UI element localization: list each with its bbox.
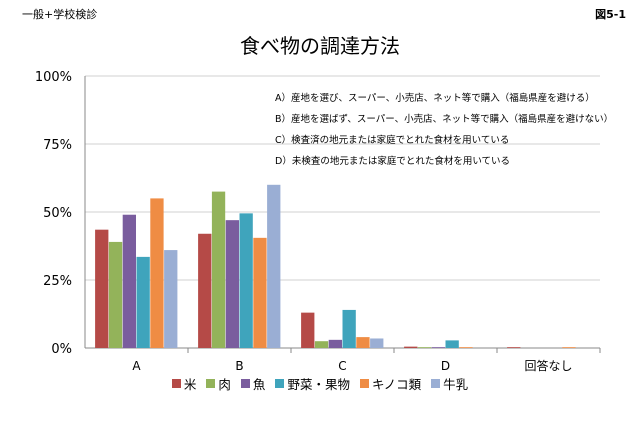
legend: 米 肉 魚 野菜・果物 キノコ類 牛乳 [0,374,640,393]
figure-number: 図5-1 [595,8,626,21]
category-notes: A）産地を選び、スーパー、小売店、ネット等で購入（福島県産を避ける） B）産地を… [275,88,613,172]
bar [267,184,281,348]
bar [301,312,315,348]
legend-label-meat: 肉 [218,377,231,392]
x-tick-label: D [441,359,450,373]
legend-label-milk: 牛乳 [443,377,469,392]
legend-label-fish: 魚 [252,377,266,392]
bar [370,338,384,348]
header-left: 一般+学校検診 [22,8,98,21]
y-tick-label: 75% [43,138,72,153]
bar [314,341,329,348]
bar [562,347,576,348]
note-c: C）検査済の地元または家庭でとれた食材を用いている [275,135,510,146]
legend-label-rice: 米 [183,377,197,392]
note-d: D）未検査の地元または家庭でとれた食材を用いている [275,156,511,167]
legend-swatch-milk [431,379,441,388]
y-tick-label: 25% [43,274,72,289]
x-tick-label: B [235,359,243,373]
bar [164,250,178,348]
legend-item-milk: 牛乳 [431,374,468,393]
legend-item-fish: 魚 [240,374,266,393]
bar [211,191,226,348]
bar [122,214,136,348]
legend-swatch-vegetables [275,379,285,388]
x-tick-label: A [132,359,141,373]
legend-item-meat: 肉 [206,374,231,393]
chart-title: 食べ物の調達方法 [240,34,400,58]
legend-label-mushrooms: キノコ類 [371,377,422,392]
legend-swatch-fish [240,379,250,388]
bar [507,347,521,348]
bar [417,347,432,348]
bar [150,198,164,348]
bar [95,229,109,348]
bar [356,337,370,348]
note-a: A）産地を選び、スーパー、小売店、ネット等で購入（福島県産を避ける） [275,93,595,104]
legend-label-vegetables: 野菜・果物 [287,377,350,392]
x-tick-label: 回答なし [524,358,572,373]
legend-swatch-rice [171,379,181,388]
legend-swatch-mushrooms [359,379,369,388]
bar [459,347,473,348]
bar [342,309,356,348]
bar [198,233,212,348]
legend-swatch-meat [206,379,216,388]
legend-item-rice: 米 [171,374,197,393]
legend-item-mushrooms: キノコ類 [359,374,422,393]
note-b: B）産地を選ばず、スーパー、小売店、ネット等で購入（福島県産を避けない） [275,114,614,125]
bar [253,237,267,348]
bar [108,241,123,348]
bar [136,256,150,348]
bar [445,340,459,348]
bar [404,346,418,348]
bar [431,347,445,348]
bar [225,220,239,348]
legend-item-vegetables: 野菜・果物 [275,374,350,393]
y-tick-label: 0% [51,342,72,357]
y-tick-label: 100% [35,70,72,85]
bar [239,213,253,348]
y-tick-label: 50% [43,206,72,221]
bar [328,339,342,348]
x-tick-label: C [338,359,346,373]
